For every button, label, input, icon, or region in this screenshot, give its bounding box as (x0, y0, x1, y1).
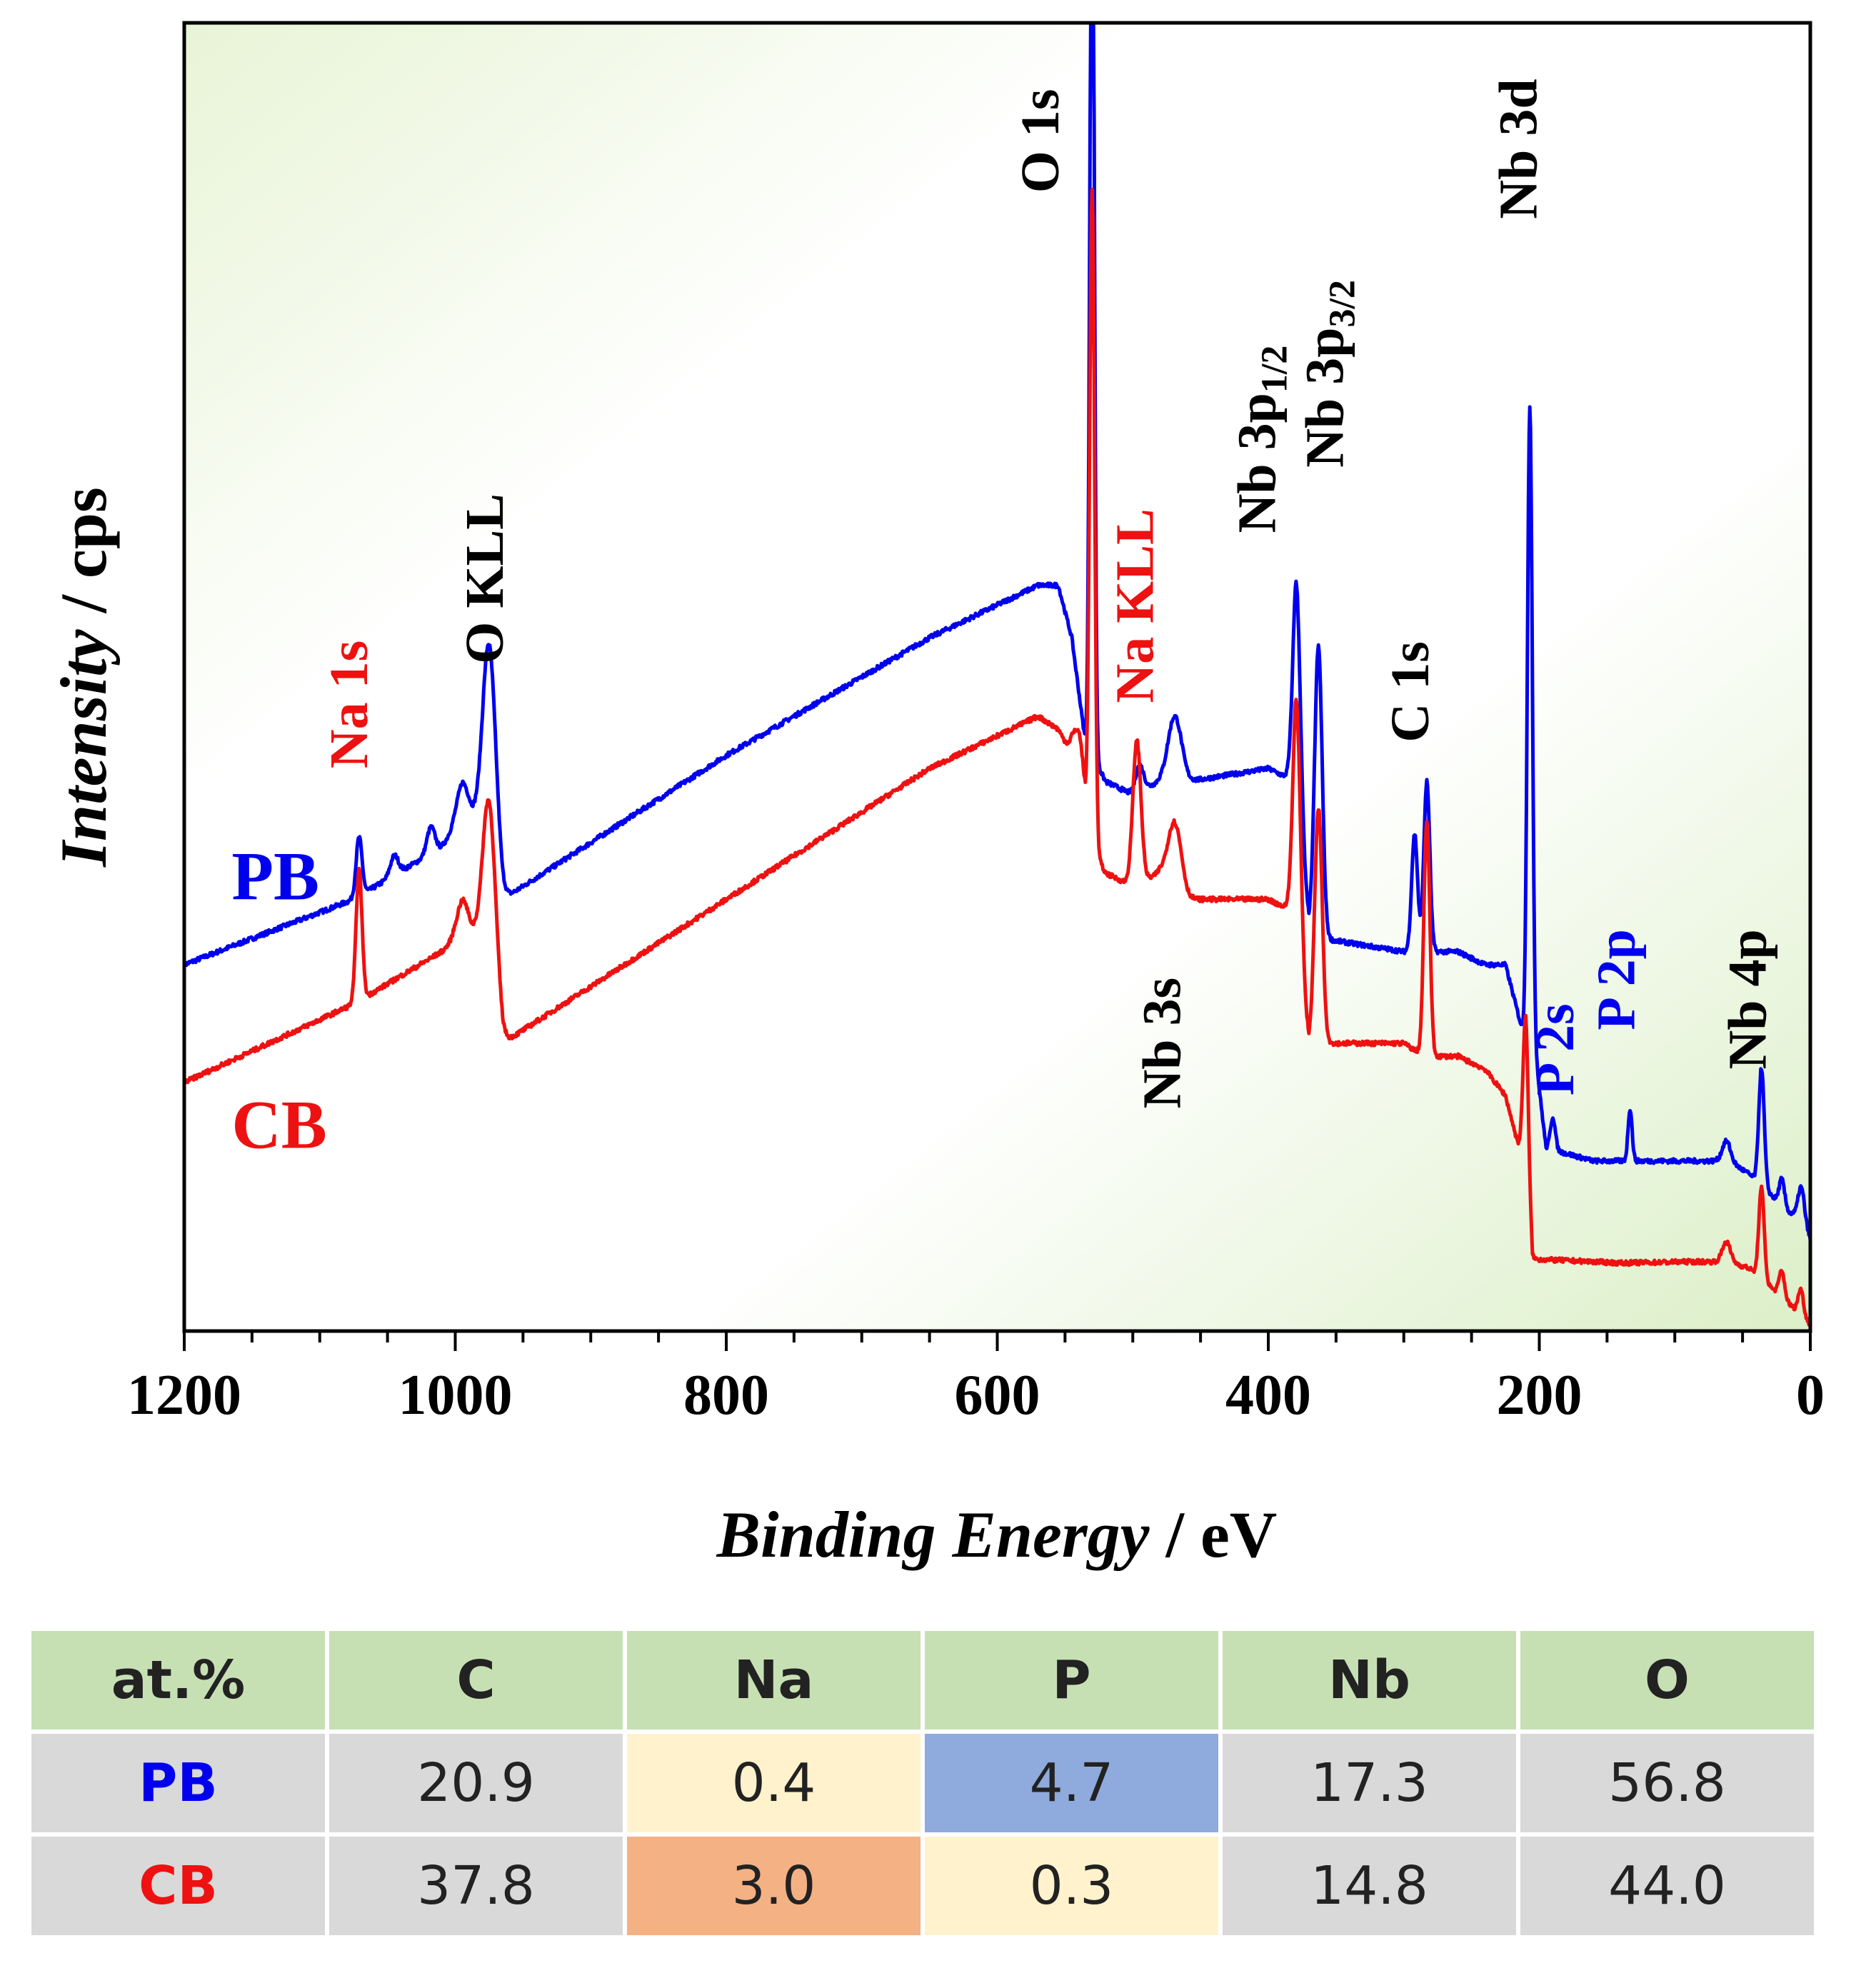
table-cell: 3.0 (627, 1837, 921, 1935)
table-cell: 0.3 (925, 1837, 1218, 1935)
peak-label: Nb 3p3/2 (1295, 280, 1363, 468)
x-axis-title-main: Binding Energy (716, 1498, 1150, 1571)
peak-label-text: Nb 4p (1717, 929, 1777, 1069)
x-tick-label: 1200 (127, 1364, 241, 1427)
peak-label: Nb 3d (1489, 79, 1549, 219)
y-axis-title: Intensity / cps (47, 487, 120, 868)
peak-label-text: Nb 3p (1228, 393, 1288, 533)
table-header-cell: Nb (1223, 1631, 1516, 1730)
series-line-cb (183, 188, 1812, 1327)
peak-label-text: Na KLL (1105, 508, 1165, 703)
peak-label-text: P 2p (1586, 929, 1646, 1030)
peak-label: Nb 3s (1133, 978, 1193, 1109)
table-header-cell: C (329, 1631, 623, 1730)
series-layer (182, 21, 1812, 1327)
peak-label: Na KLL (1105, 508, 1165, 703)
peak-label-text: Nb 3d (1489, 79, 1549, 219)
peak-label: Nb 4p (1717, 929, 1777, 1069)
x-tick-label: 400 (1225, 1364, 1311, 1427)
peak-label: Na 1s (319, 641, 379, 768)
x-tick-label: 200 (1497, 1364, 1582, 1427)
table-row: CB 37.8 3.0 0.3 14.8 44.0 (31, 1837, 1814, 1935)
table-cell: 44.0 (1520, 1837, 1814, 1935)
table-header-row: at.% C Na P Nb O (31, 1631, 1814, 1730)
peak-label-text: O 1s (1010, 89, 1070, 193)
x-axis-ticks: 1200 1000 800 600 400 200 0 (127, 1331, 1825, 1427)
peak-label: P 2s (1525, 1003, 1585, 1095)
peak-label: O 1s (1010, 89, 1070, 193)
series-labels: PB CB (231, 838, 326, 1163)
peak-label: Nb 3p1/2 (1228, 346, 1295, 533)
table-row-label: CB (31, 1837, 325, 1935)
x-tick-label: 800 (683, 1364, 769, 1427)
peak-label-text: P 2s (1525, 1003, 1585, 1095)
plot-background (184, 23, 1810, 1331)
peak-label: O KLL (455, 493, 515, 664)
series-line-pb (182, 21, 1812, 1240)
peak-label-text: O KLL (455, 493, 515, 664)
table-cell: 4.7 (925, 1734, 1218, 1832)
x-tick-label: 0 (1796, 1364, 1825, 1427)
y-axis-title-unit: / cps (47, 487, 120, 629)
table-header-cell: Na (627, 1631, 921, 1730)
table-header-cell: O (1520, 1631, 1814, 1730)
peak-label-text: Nb 3p (1295, 327, 1355, 467)
peak-label-subscript: 3/2 (1322, 280, 1363, 327)
peak-label-text: Nb 3s (1133, 978, 1193, 1109)
x-tick-label: 1000 (398, 1364, 513, 1427)
table-cell: 0.4 (627, 1734, 921, 1832)
peak-label-subscript: 1/2 (1255, 346, 1295, 393)
y-axis-title-main: Intensity (47, 628, 120, 867)
table-cell: 20.9 (329, 1734, 623, 1832)
table-cell: 17.3 (1223, 1734, 1516, 1832)
series-label-pb: PB (231, 838, 319, 914)
table-row: PB 20.9 0.4 4.7 17.3 56.8 (31, 1734, 1814, 1832)
peak-label-text: C 1s (1380, 641, 1440, 742)
x-axis-title: Binding Energy / eV (716, 1498, 1278, 1571)
table-row-label: PB (31, 1734, 325, 1832)
peak-label-text: Na 1s (319, 641, 379, 768)
table-header-cell: P (925, 1631, 1218, 1730)
table-cell: 14.8 (1223, 1837, 1516, 1935)
table-cell: 37.8 (329, 1837, 623, 1935)
peak-label: P 2p (1586, 929, 1646, 1030)
x-axis-title-unit: / eV (1149, 1498, 1277, 1571)
composition-table: at.% C Na P Nb O PB 20.9 0.4 4.7 17.3 56… (27, 1627, 1818, 1939)
x-tick-label: 600 (955, 1364, 1040, 1427)
table-header-cell: at.% (31, 1631, 325, 1730)
series-label-cb: CB (231, 1087, 326, 1163)
table-cell: 56.8 (1520, 1734, 1814, 1832)
peak-label: C 1s (1380, 641, 1440, 742)
